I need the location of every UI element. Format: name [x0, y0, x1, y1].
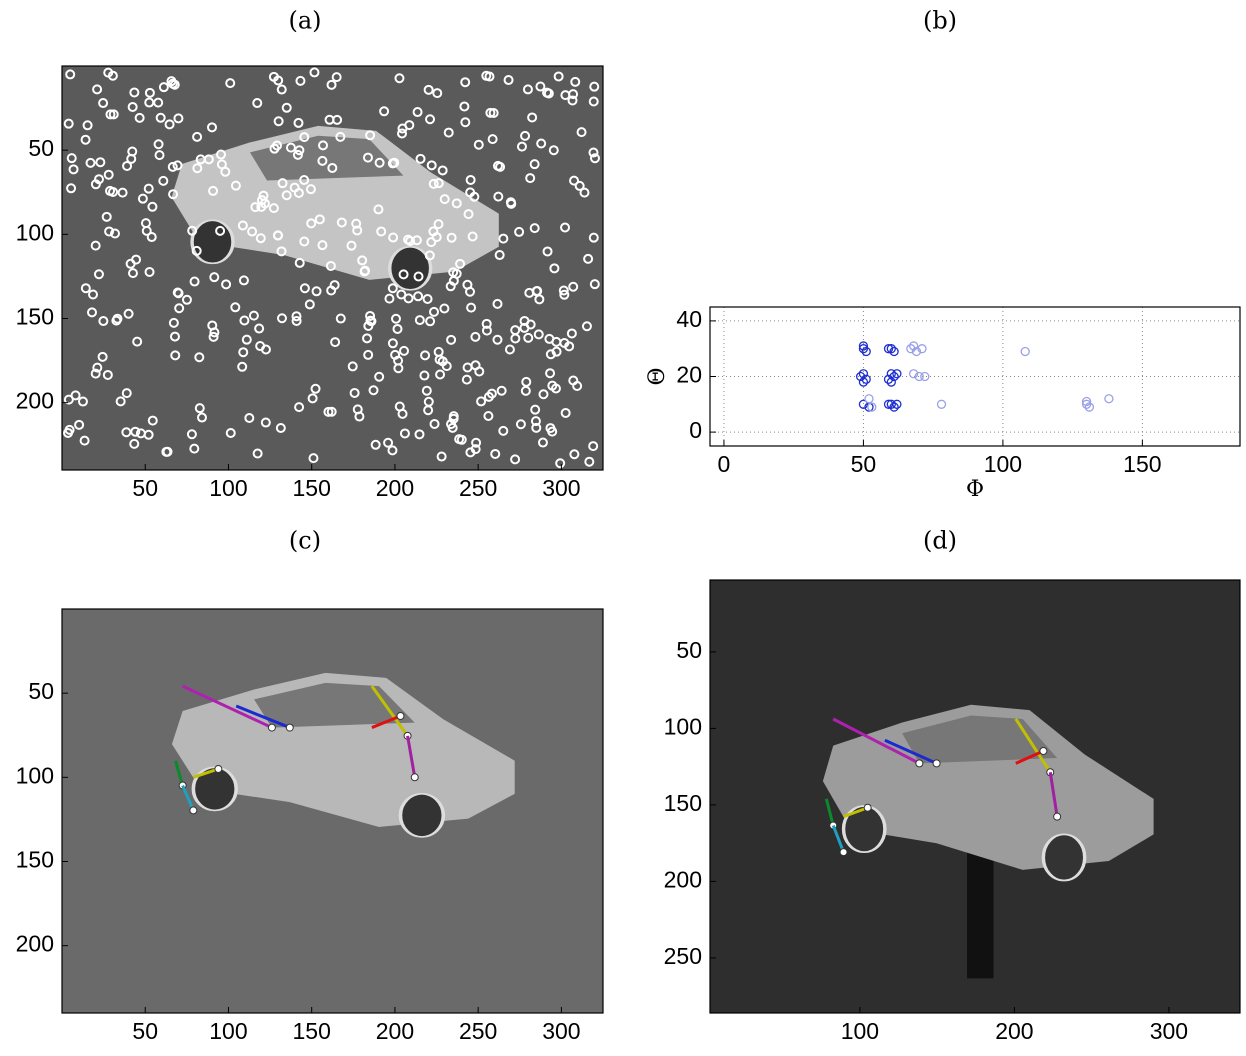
x-tick-label: 300	[542, 475, 580, 501]
y-tick-label: 40	[676, 306, 702, 332]
x-tick-label: 50	[851, 451, 877, 477]
skeleton-node	[215, 765, 222, 772]
skeleton-node	[1054, 813, 1061, 820]
y-tick-label: 100	[664, 713, 702, 739]
y-tick-label: 150	[16, 847, 54, 873]
skeleton-node	[933, 760, 940, 767]
skeleton-node	[1040, 747, 1047, 754]
y-tick-label: 100	[16, 219, 54, 245]
x-tick-label: 100	[984, 451, 1022, 477]
panel-title: (d)	[923, 527, 957, 555]
skeleton-node	[411, 774, 418, 781]
wheel	[400, 794, 443, 837]
x-tick-label: 150	[293, 475, 331, 501]
skeleton-node	[190, 807, 197, 814]
y-tick-label: 50	[28, 135, 54, 161]
y-tick-label: 250	[664, 943, 702, 969]
panel-title: (b)	[923, 7, 957, 35]
skeleton-node	[916, 760, 923, 767]
y-tick-label: 50	[28, 678, 54, 704]
panel-title: (a)	[288, 7, 321, 35]
x-tick-label: 250	[459, 1018, 497, 1044]
x-tick-label: 200	[376, 475, 414, 501]
skeleton-node	[268, 724, 275, 731]
x-tick-label: 200	[376, 1018, 414, 1044]
figure: (a)5010015020025030050100150200(b)050100…	[0, 0, 1246, 1056]
x-tick-label: 50	[132, 1018, 158, 1044]
x-tick-label: 100	[209, 1018, 247, 1044]
skeleton-node	[397, 712, 404, 719]
panel-title: (c)	[289, 527, 321, 555]
wheel	[192, 220, 233, 263]
wheel	[390, 247, 431, 290]
x-tick-label: 250	[459, 475, 497, 501]
y-tick-label: 200	[16, 388, 54, 414]
y-axis-label: Θ	[645, 367, 670, 385]
x-axis-label: Φ	[966, 477, 984, 502]
x-tick-label: 100	[841, 1018, 879, 1044]
y-tick-label: 200	[16, 931, 54, 957]
x-tick-label: 150	[1123, 451, 1161, 477]
wheel	[1043, 834, 1084, 880]
y-tick-label: 50	[676, 637, 702, 663]
x-tick-label: 300	[542, 1018, 580, 1044]
y-tick-label: 20	[676, 362, 702, 388]
skeleton-node	[864, 804, 871, 811]
y-tick-label: 150	[664, 790, 702, 816]
y-tick-label: 200	[664, 866, 702, 892]
pole	[967, 840, 994, 979]
skeleton-node	[286, 724, 293, 731]
skeleton-node	[840, 849, 847, 856]
x-tick-label: 100	[209, 475, 247, 501]
x-tick-label: 0	[718, 451, 731, 477]
x-tick-label: 300	[1150, 1018, 1188, 1044]
y-tick-label: 150	[16, 304, 54, 330]
page: {"chart_data": [ {"type": "image", "titl…	[0, 0, 1246, 1056]
y-tick-label: 100	[16, 762, 54, 788]
x-tick-label: 150	[293, 1018, 331, 1044]
x-tick-label: 200	[995, 1018, 1033, 1044]
y-tick-label: 0	[689, 417, 702, 443]
x-tick-label: 50	[132, 475, 158, 501]
